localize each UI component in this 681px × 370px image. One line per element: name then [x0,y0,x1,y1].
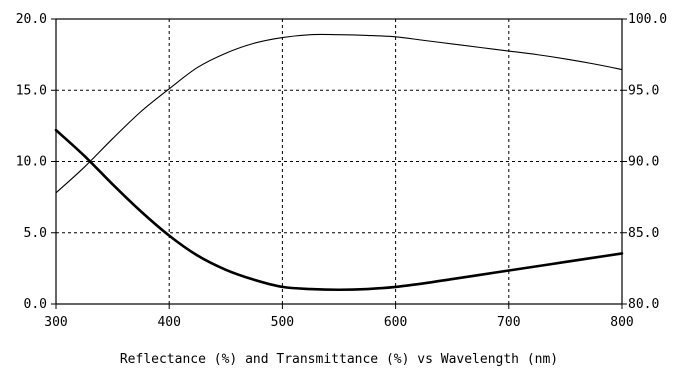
grid [56,19,622,304]
series-group [54,33,624,292]
x-axis: 300 400 500 600 700 800 [44,304,634,330]
x-tick-label: 500 [271,315,294,330]
left-y-tick-label: 0.0 [24,297,47,312]
x-tick-label: 400 [157,315,180,330]
left-y-tick-label: 15.0 [16,83,47,98]
x-tick-label: 300 [44,315,67,330]
left-y-axis: 0.0 5.0 10.0 15.0 20.0 [16,12,56,312]
x-tick-label: 700 [497,315,520,330]
series-line-left-axis [54,128,624,292]
x-tick-label: 600 [384,315,407,330]
x-axis-title: Reflectance (%) and Transmittance (%) vs… [120,352,558,367]
left-y-tick-label: 20.0 [16,12,47,27]
left-y-tick-label: 10.0 [16,155,47,170]
right-y-tick-label: 80.0 [628,297,659,312]
right-y-tick-label: 90.0 [628,155,659,170]
x-tick-label: 800 [610,315,633,330]
right-y-axis: 80.0 85.0 90.0 95.0 100.0 [622,12,667,312]
right-y-tick-label: 95.0 [628,83,659,98]
left-y-tick-label: 5.0 [24,226,47,241]
right-y-tick-label: 100.0 [628,12,667,27]
right-y-tick-label: 85.0 [628,226,659,241]
series-line-right-axis [55,33,623,194]
